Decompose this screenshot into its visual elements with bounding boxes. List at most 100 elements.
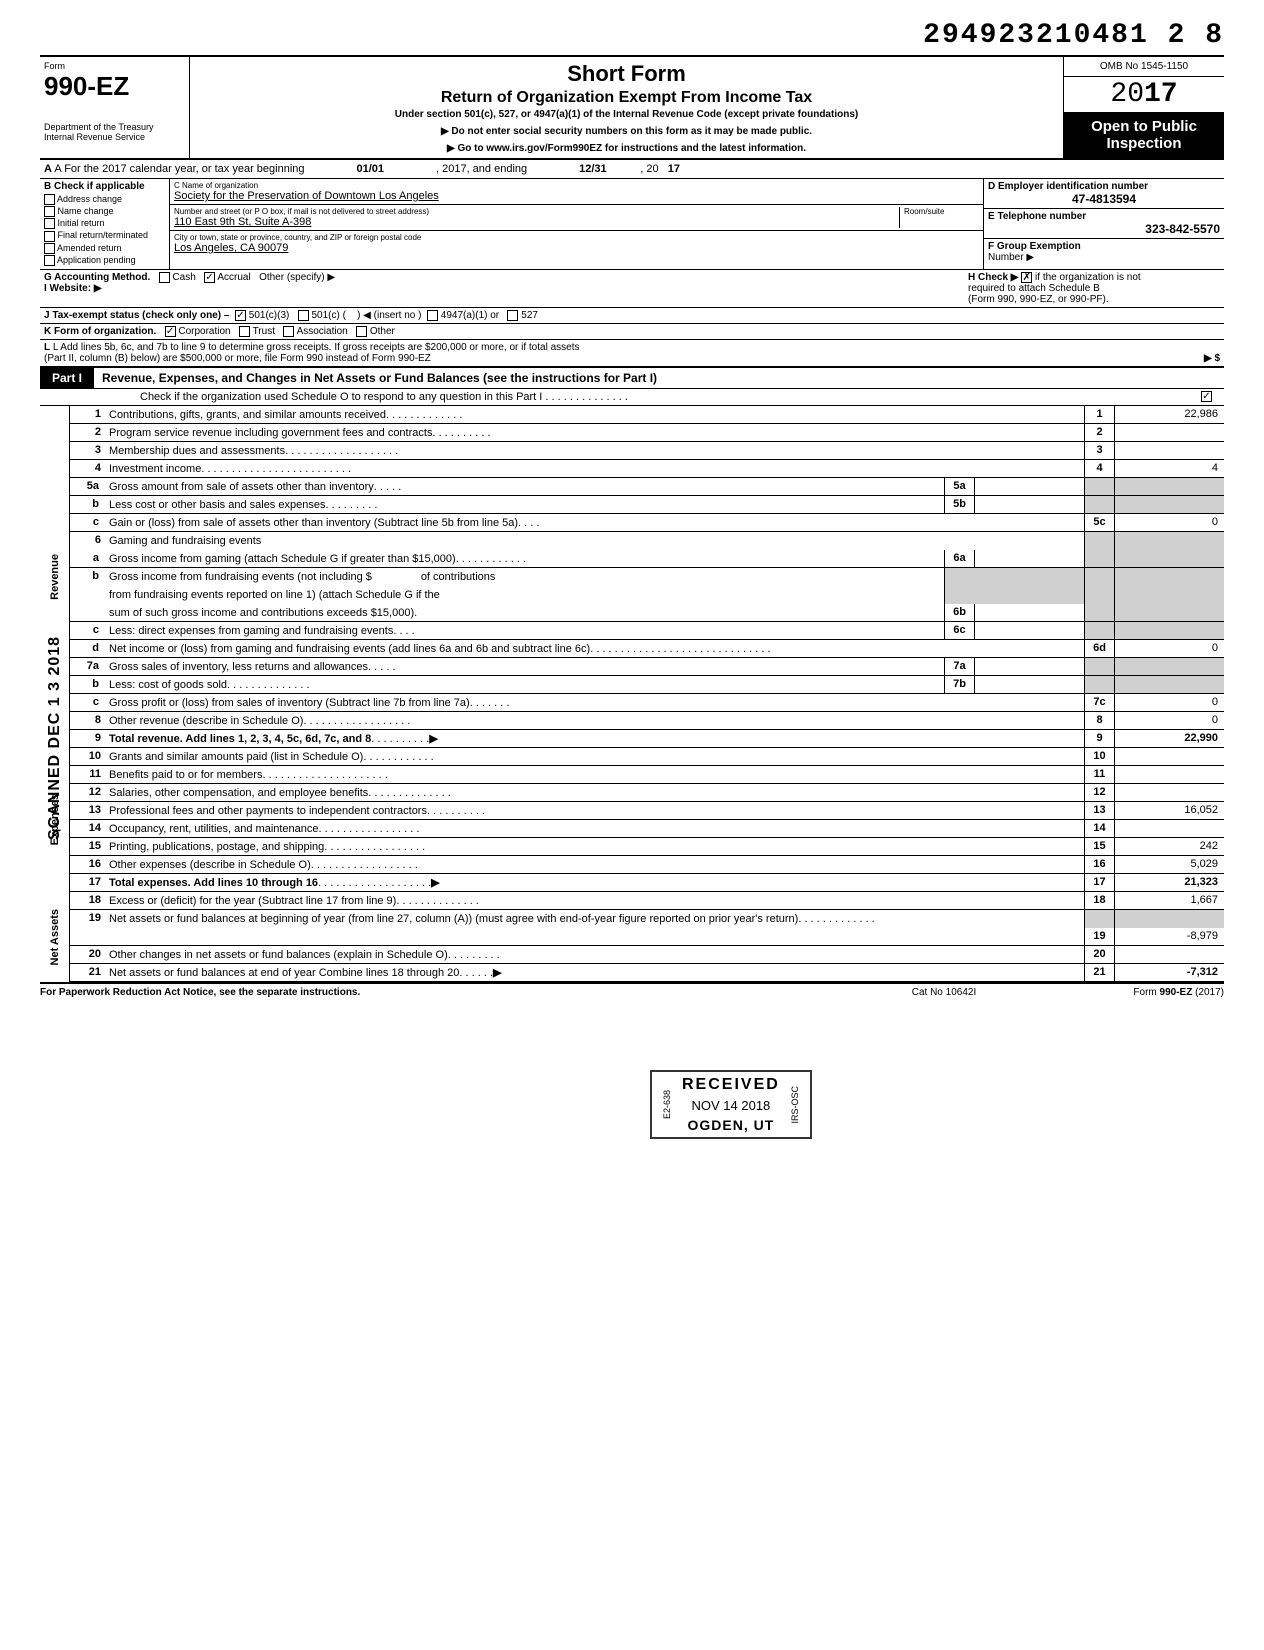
cb-schedule-o[interactable]: ✓	[1201, 391, 1212, 402]
cb-trust[interactable]	[239, 326, 250, 337]
dept-treasury: Department of the Treasury	[44, 122, 185, 132]
arrow-web: ▶ Go to www.irs.gov/Form990EZ for instru…	[198, 143, 1055, 154]
line-6b-3: sum of such gross income and contributio…	[70, 604, 1224, 622]
row-j: J Tax-exempt status (check only one) – ✓…	[40, 308, 1224, 324]
line-6b-1: b Gross income from fundraising events (…	[70, 568, 1224, 586]
line-4: 4 Investment income . . . . . . . . . . …	[70, 460, 1224, 478]
line-9: 9 Total revenue. Add lines 1, 2, 3, 4, 5…	[70, 730, 1224, 748]
line-6d-value: 0	[1114, 640, 1224, 657]
netassets-side-label: Net Assets	[40, 892, 70, 982]
logo-cell: Form 990-EZ Department of the Treasury I…	[40, 57, 190, 158]
line-20: 20 Other changes in net assets or fund b…	[70, 946, 1224, 964]
line-5c-value: 0	[1114, 514, 1224, 531]
line-21-value: -7,312	[1114, 964, 1224, 981]
group-exempt-label: F Group Exemption	[988, 241, 1220, 252]
stamp-scanned: SCANNED DEC 1 3 2018	[46, 636, 64, 840]
line-17-value: 21,323	[1114, 874, 1224, 891]
line-6a: a Gross income from gaming (attach Sched…	[70, 550, 1224, 568]
line-7b: b Less: cost of goods sold . . . . . . .…	[70, 676, 1224, 694]
line-21: 21 Net assets or fund balances at end of…	[70, 964, 1224, 982]
part1-check-row: Check if the organization used Schedule …	[40, 389, 1224, 406]
line-18: 18 Excess or (deficit) for the year (Sub…	[70, 892, 1224, 910]
cb-501c[interactable]	[298, 310, 309, 321]
form-header: Form 990-EZ Department of the Treasury I…	[40, 57, 1224, 160]
cb-accrual[interactable]: ✓	[204, 272, 215, 283]
line-7c: c Gross profit or (loss) from sales of i…	[70, 694, 1224, 712]
phone-label: E Telephone number	[988, 211, 1220, 222]
line-19b: 19 -8,979	[70, 928, 1224, 946]
form-word: Form	[44, 61, 185, 71]
line-17: 17 Total expenses. Add lines 10 through …	[70, 874, 1224, 892]
footer-center: Cat No 10642I	[844, 987, 1044, 998]
cb-address-change[interactable]: Address change	[44, 194, 165, 205]
line-8: 8 Other revenue (describe in Schedule O)…	[70, 712, 1224, 730]
line-12: 12 Salaries, other compensation, and emp…	[70, 784, 1224, 802]
name-label: C Name of organization	[174, 181, 979, 190]
line-13-value: 16,052	[1114, 802, 1224, 819]
dept-irs: Internal Revenue Service	[44, 132, 185, 142]
line-14: 14 Occupancy, rent, utilities, and maint…	[70, 820, 1224, 838]
cb-final-return[interactable]: Final return/terminated	[44, 230, 165, 241]
form-number: 990-EZ	[44, 71, 185, 102]
right-cell: OMB No 1545-1150 2017 Open to Public Ins…	[1064, 57, 1224, 158]
room-label: Room/suite	[904, 207, 979, 216]
row-ghi: G Accounting Method. Cash ✓ Accrual Othe…	[40, 270, 1224, 308]
cb-association[interactable]	[283, 326, 294, 337]
line-7c-value: 0	[1114, 694, 1224, 711]
line-8-value: 0	[1114, 712, 1224, 729]
line-6c: c Less: direct expenses from gaming and …	[70, 622, 1224, 640]
line-11: 11 Benefits paid to or for members . . .…	[70, 766, 1224, 784]
city-label: City or town, state or province, country…	[174, 233, 979, 242]
cb-amended[interactable]: Amended return	[44, 243, 165, 254]
cb-501c3[interactable]: ✓	[235, 310, 246, 321]
footer: For Paperwork Reduction Act Notice, see …	[40, 982, 1224, 1001]
cb-other-org[interactable]	[356, 326, 367, 337]
line-15-value: 242	[1114, 838, 1224, 855]
form-container: 294923210481 2 8 Form 990-EZ Department …	[40, 20, 1224, 1001]
h-check-label: H Check ▶	[968, 272, 1018, 283]
phone-value: 323-842-5570	[988, 222, 1220, 236]
row-a-taxyear: A A For the 2017 calendar year, or tax y…	[40, 160, 1224, 179]
cb-4947[interactable]	[427, 310, 438, 321]
return-title: Return of Organization Exempt From Incom…	[198, 89, 1055, 107]
section-bcde: B Check if applicable Address change Nam…	[40, 179, 1224, 270]
cb-application-pending[interactable]: Application pending	[44, 255, 165, 266]
col-c-orginfo: C Name of organization Society for the P…	[170, 179, 984, 269]
cb-527[interactable]	[507, 310, 518, 321]
line-9-value: 22,990	[1114, 730, 1224, 747]
line-6b-2: from fundraising events reported on line…	[70, 586, 1224, 604]
omb-number: OMB No 1545-1150	[1064, 57, 1224, 77]
row-l: L L Add lines 5b, 6c, and 7b to line 9 t…	[40, 340, 1224, 368]
line-3: 3 Membership dues and assessments . . . …	[70, 442, 1224, 460]
stamp-received: E2-638 RECEIVED NOV 14 2018 OGDEN, UT IR…	[650, 1070, 812, 1139]
website-label: I Website: ▶	[44, 283, 102, 294]
netassets-section: Net Assets 18 Excess or (deficit) for th…	[40, 892, 1224, 982]
ein-label: D Employer identification number	[988, 181, 1220, 192]
col-de: D Employer identification number 47-4813…	[984, 179, 1224, 269]
line-1-value: 22,986	[1114, 406, 1224, 423]
line-10: 10 Grants and similar amounts paid (list…	[70, 748, 1224, 766]
org-name: Society for the Preservation of Downtown…	[174, 190, 979, 202]
line-6: 6 Gaming and fundraising events	[70, 532, 1224, 550]
cb-corporation[interactable]: ✓	[165, 326, 176, 337]
open-public: Open to Public Inspection	[1064, 112, 1224, 158]
line-5c: c Gain or (loss) from sale of assets oth…	[70, 514, 1224, 532]
cb-name-change[interactable]: Name change	[44, 206, 165, 217]
line-2: 2 Program service revenue including gove…	[70, 424, 1224, 442]
title-cell: Short Form Return of Organization Exempt…	[190, 57, 1064, 158]
arrow-ssn: ▶ Do not enter social security numbers o…	[198, 126, 1055, 137]
cb-schedule-b[interactable]: ✗	[1021, 272, 1032, 283]
ein-value: 47-4813594	[988, 192, 1220, 206]
cb-initial-return[interactable]: Initial return	[44, 218, 165, 229]
col-b-checkboxes: B Check if applicable Address change Nam…	[40, 179, 170, 269]
city-value: Los Angeles, CA 90079	[174, 242, 979, 254]
line-7a: 7a Gross sales of inventory, less return…	[70, 658, 1224, 676]
subtitle: Under section 501(c), 527, or 4947(a)(1)…	[198, 109, 1055, 120]
part1-header: Part I Revenue, Expenses, and Changes in…	[40, 368, 1224, 389]
line-13: 13 Professional fees and other payments …	[70, 802, 1224, 820]
line-19-value: -8,979	[1114, 928, 1224, 945]
cb-cash[interactable]	[159, 272, 170, 283]
line-19a: 19 Net assets or fund balances at beginn…	[70, 910, 1224, 928]
footer-left: For Paperwork Reduction Act Notice, see …	[40, 987, 844, 998]
line-5a: 5a Gross amount from sale of assets othe…	[70, 478, 1224, 496]
